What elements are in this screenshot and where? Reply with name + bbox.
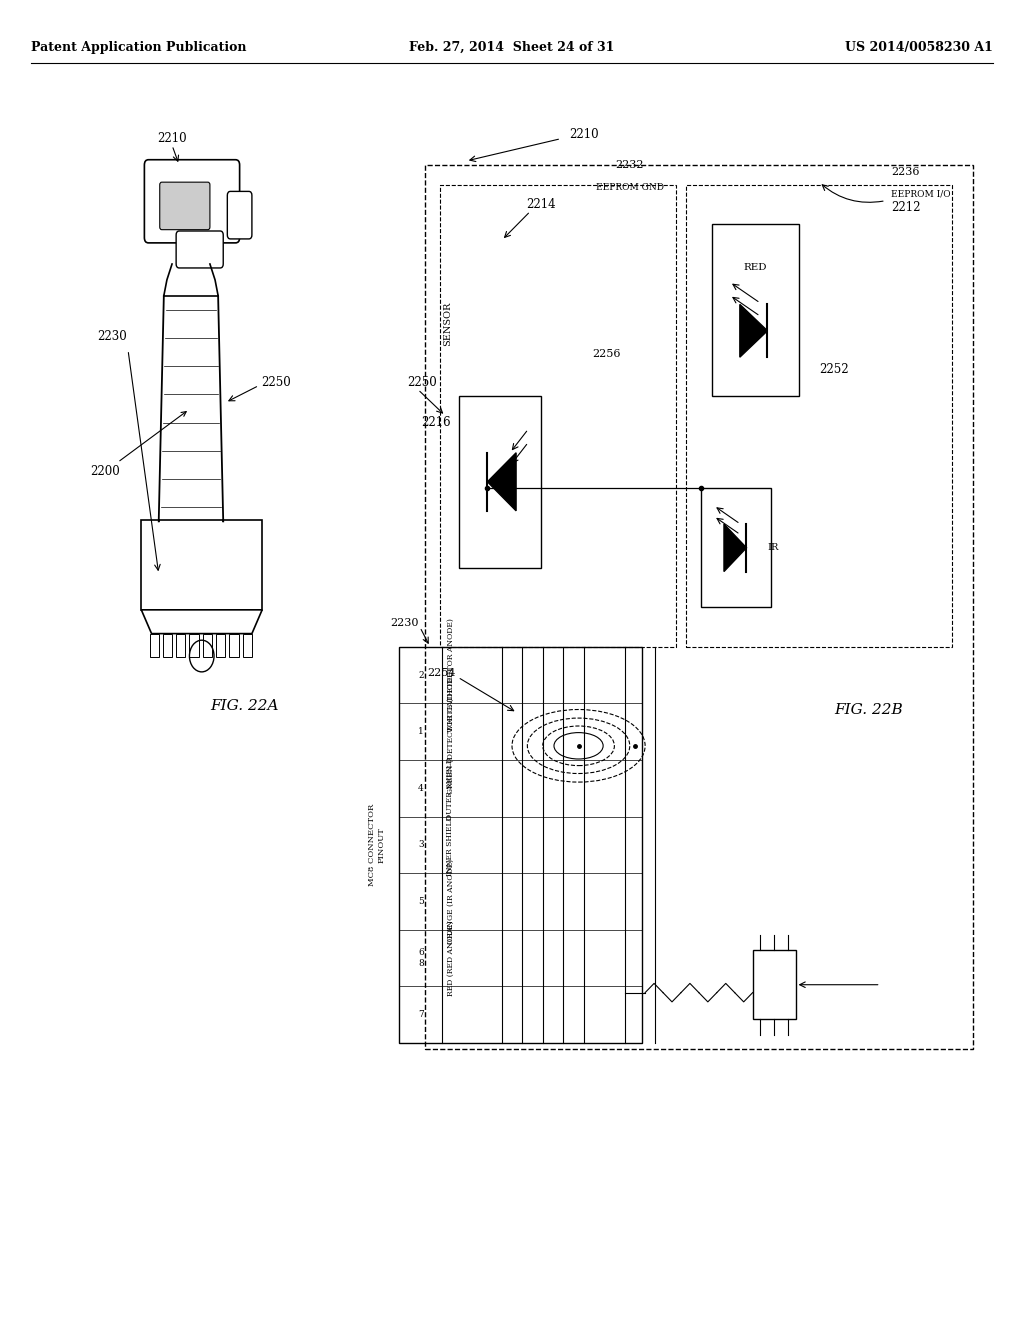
Bar [216,634,225,657]
Bar [753,950,796,1019]
Text: Feb. 27, 2014  Sheet 24 of 31: Feb. 27, 2014 Sheet 24 of 31 [410,41,614,54]
Text: 2250: 2250 [261,376,291,389]
Text: 2214: 2214 [526,198,555,211]
Text: SENSOR: SENSOR [443,301,452,346]
Text: EEPROM GND: EEPROM GND [596,183,664,191]
Bar [189,634,199,657]
Bar [141,520,262,610]
Text: MC8 CONNECTOR
PINOUT: MC8 CONNECTOR PINOUT [369,804,385,886]
Text: 7: 7 [418,1010,424,1019]
Text: 1: 1 [418,727,424,737]
Text: 4: 4 [418,784,424,793]
Bar [176,634,185,657]
Bar [425,165,973,1049]
Bar [459,396,541,568]
Polygon shape [724,524,746,572]
Text: 2254: 2254 [427,668,456,678]
Text: Patent Application Publication: Patent Application Publication [31,41,246,54]
Bar [163,634,172,657]
Text: OUTER SHIELD: OUTER SHIELD [446,756,455,820]
Bar [150,634,159,657]
Text: 2232: 2232 [615,160,644,170]
Polygon shape [487,453,516,511]
Bar [203,634,212,657]
Text: 3: 3 [418,841,424,849]
Text: EEPROM I/O: EEPROM I/O [891,190,950,198]
Bar [399,647,642,1043]
FancyBboxPatch shape [176,231,223,268]
Text: 2210: 2210 [158,132,186,145]
Text: 2252: 2252 [819,363,849,376]
FancyBboxPatch shape [227,191,252,239]
Text: 2236: 2236 [891,166,920,177]
FancyBboxPatch shape [160,182,210,230]
Text: INNER SHIELD: INNER SHIELD [446,814,455,875]
Text: 2230: 2230 [97,330,127,343]
FancyBboxPatch shape [144,160,240,243]
Text: ORANGE (IR ANODE): ORANGE (IR ANODE) [446,859,455,944]
Text: IR: IR [767,544,778,552]
Text: 2216: 2216 [421,416,451,429]
Text: 2230: 2230 [390,618,419,628]
Text: FIG. 22B: FIG. 22B [835,704,903,717]
Text: 2210: 2210 [569,128,598,141]
Text: WHITE (DETECTOR ANODE): WHITE (DETECTOR ANODE) [446,618,455,733]
Bar [440,185,676,647]
Bar [243,634,252,657]
Text: RED: RED [743,263,767,272]
Text: 2250: 2250 [408,376,437,389]
Text: 6
8: 6 8 [418,948,424,968]
Polygon shape [739,305,768,358]
Text: RED (RED ANODE): RED (RED ANODE) [446,920,455,995]
Bar [701,488,771,607]
Text: FIG. 22A: FIG. 22A [210,700,279,713]
Text: GREEN (DETECTOR CATHODE): GREEN (DETECTOR CATHODE) [446,669,455,795]
Text: 2200: 2200 [90,412,186,478]
Text: 5: 5 [418,896,424,906]
Text: 2: 2 [418,671,424,680]
Text: 2212: 2212 [891,201,921,214]
Text: 2256: 2256 [592,348,621,359]
Bar [686,185,952,647]
Polygon shape [141,610,262,634]
Text: US 2014/0058230 A1: US 2014/0058230 A1 [846,41,993,54]
Bar [229,634,239,657]
Bar [712,224,799,396]
